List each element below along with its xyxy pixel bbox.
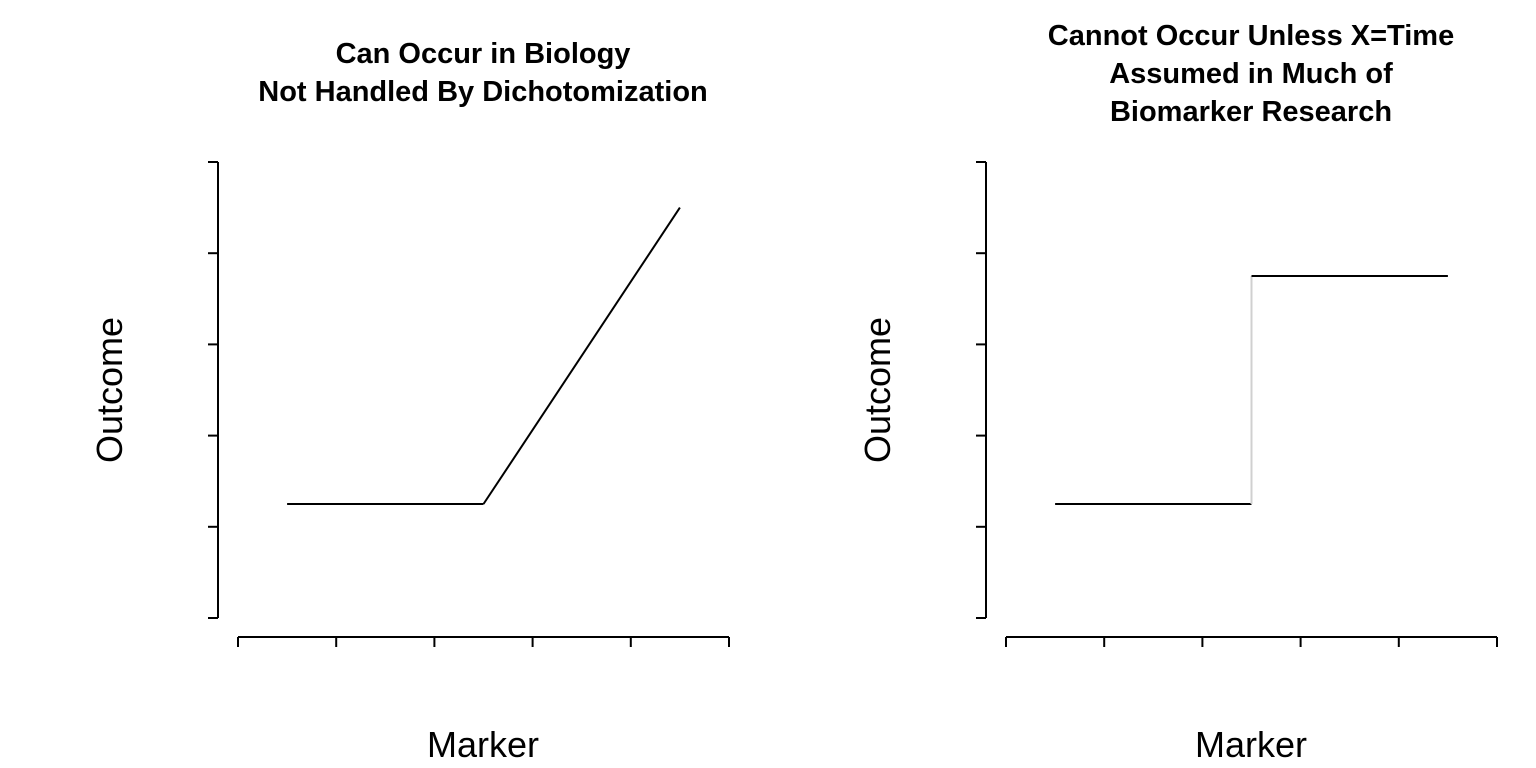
x-ticks: [237, 637, 730, 647]
chart-title-line-2: Assumed in Much of: [1109, 58, 1393, 90]
y-axis-label: Outcome: [89, 317, 130, 463]
y-axis-label: Outcome: [857, 317, 898, 463]
x-axis-label: Marker: [427, 724, 539, 765]
series: [1055, 275, 1448, 505]
chart-title-line-2: Not Handled By Dichotomization: [258, 76, 708, 108]
series-line-segment: [482, 207, 681, 505]
y-ticks: [976, 161, 986, 619]
chart-title-line-1: Can Occur in Biology: [336, 38, 631, 70]
x-ticks: [1005, 637, 1498, 647]
chart-panel-right: Cannot Occur Unless X=Time Assumed in Mu…: [857, 20, 1498, 765]
series: [287, 207, 681, 505]
chart-title-line-1: Cannot Occur Unless X=Time: [1048, 20, 1454, 52]
chart-title-line-3: Biomarker Research: [1110, 96, 1392, 128]
chart-panel-left: Can Occur in Biology Not Handled By Dich…: [89, 38, 730, 765]
x-axis-label: Marker: [1195, 724, 1307, 765]
y-ticks: [208, 161, 218, 619]
